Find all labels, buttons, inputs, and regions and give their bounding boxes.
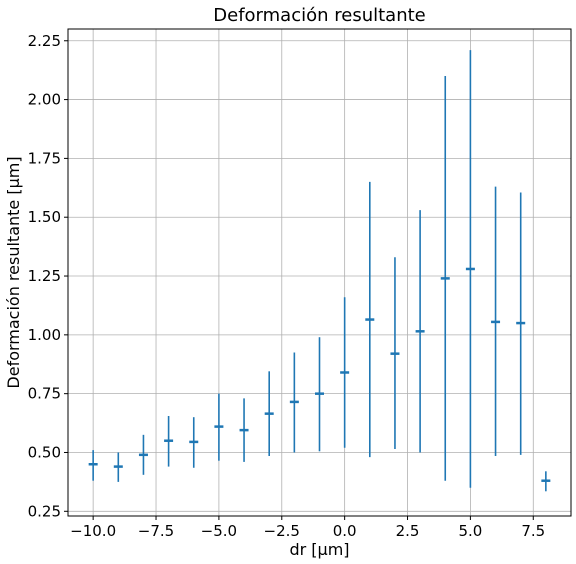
x-tick-label: −10.0 [70,522,116,540]
y-tick-label: 1.75 [28,149,61,167]
ticks: −10.0 −7.5 −5.0 −2.5 0.0 2.5 5.0 7.5 0.25 0.50 0.7… [28,32,546,540]
x-tick-label: −5.0 [201,522,237,540]
x-tick-label: 7.5 [521,522,545,540]
x-tick-label: 2.5 [396,522,420,540]
y-tick-label: 1.25 [28,267,61,285]
y-tick-label: 0.25 [28,502,61,520]
y-tick-label: 0.50 [28,443,61,461]
y-tick-label: 1.00 [28,326,61,344]
y-axis-label: Deformación resultante [µm] [4,156,23,388]
y-tick-label: 0.75 [28,385,61,403]
y-tick-label: 2.25 [28,32,61,50]
x-tick-label: 5.0 [458,522,482,540]
x-tick-label: −7.5 [138,522,174,540]
y-tick-label: 1.50 [28,208,61,226]
plot-frame [67,28,572,517]
data-series [88,50,551,492]
x-tick-label: 0.0 [333,522,357,540]
x-axis-label: dr [µm] [289,540,349,559]
x-tick-label: −2.5 [264,522,300,540]
y-tick-label: 2.00 [28,91,61,109]
chart-title: Deformación resultante [213,5,425,26]
grid [68,29,571,516]
